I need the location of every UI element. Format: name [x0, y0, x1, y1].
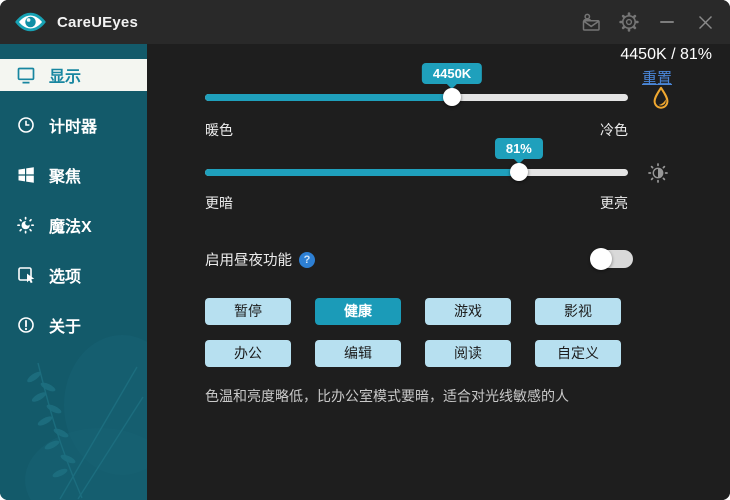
options-cursor-icon	[18, 267, 35, 284]
clock-icon	[18, 117, 34, 133]
sidebar-item-label: 聚焦	[49, 169, 82, 186]
about-icon	[18, 317, 34, 333]
sidebar-item-label: 选项	[49, 269, 82, 286]
mode-button-office[interactable]: 办公	[205, 340, 291, 367]
monitor-icon	[17, 67, 35, 84]
app-title: CareUEyes	[57, 13, 139, 31]
temperature-slider-thumb[interactable]	[443, 88, 462, 106]
mode-button-pause[interactable]: 暂停	[205, 298, 291, 325]
close-icon[interactable]	[694, 11, 716, 33]
brightness-slider-labels: 更暗 更亮	[205, 193, 628, 213]
sidebar-item-magic[interactable]: 魔法X	[0, 209, 147, 241]
sidebar-item-about[interactable]: 关于	[0, 309, 147, 341]
windows-icon	[18, 167, 34, 183]
mode-button-reading[interactable]: 阅读	[425, 340, 511, 367]
mode-button-custom[interactable]: 自定义	[535, 340, 621, 367]
sidebar-item-focus[interactable]: 聚焦	[0, 159, 147, 191]
mode-description: 色温和亮度略低，比办公室模式要暗，适合对光线敏感的人	[205, 388, 569, 404]
brightness-value-bubble: 81%	[494, 138, 543, 159]
sidebar-item-timer[interactable]: 计时器	[0, 109, 147, 141]
cold-label: 冷色	[600, 122, 628, 138]
display-panel: 4450K / 81% 重置 4450K 暖色 冷色 81%	[147, 44, 730, 500]
mode-button-health[interactable]: 健康	[315, 298, 401, 325]
day-night-row: 启用昼夜功能 ?	[205, 249, 315, 270]
sidebar-item-label: 显示	[49, 69, 82, 86]
settings-gear-icon[interactable]	[618, 11, 640, 33]
help-icon[interactable]: ?	[299, 251, 315, 268]
mode-button-movie[interactable]: 影视	[535, 298, 621, 325]
temperature-slider-fill[interactable]	[205, 94, 453, 101]
minimize-icon[interactable]	[656, 11, 678, 33]
temperature-slider-labels: 暖色 冷色	[205, 120, 628, 140]
brightness-slider-thumb[interactable]	[509, 163, 528, 181]
mode-button-edit[interactable]: 编辑	[315, 340, 401, 367]
sidebar: 显示 计时器 聚焦	[0, 44, 147, 500]
day-night-toggle[interactable]	[590, 248, 633, 270]
magic-sun-icon	[17, 216, 35, 234]
color-temperature-drop-icon	[651, 86, 671, 115]
mode-button-game[interactable]: 游戏	[425, 298, 511, 325]
toggle-knob	[590, 248, 612, 270]
sidebar-item-label: 关于	[49, 319, 82, 336]
sidebar-item-label: 计时器	[49, 119, 98, 136]
feedback-envelope-icon[interactable]	[580, 11, 602, 33]
sidebar-item-label: 魔法X	[49, 219, 92, 236]
day-night-label: 启用昼夜功能	[205, 253, 292, 269]
app-body: 显示 计时器 聚焦	[0, 44, 730, 500]
mode-buttons-grid: 暂停 健康 游戏 影视 办公 编辑 阅读 自定义	[205, 298, 621, 367]
sidebar-plant-decoration	[25, 335, 147, 500]
warm-label: 暖色	[205, 122, 233, 138]
darker-label: 更暗	[205, 195, 233, 211]
titlebar-buttons	[580, 11, 716, 33]
brightness-slider: 81%	[205, 138, 628, 184]
current-settings-readout: 4450K / 81%	[620, 46, 712, 63]
brightness-slider-fill[interactable]	[205, 169, 519, 176]
brightness-icon	[647, 162, 669, 189]
app-logo-eye-icon	[14, 10, 47, 34]
titlebar: CareUEyes	[0, 0, 730, 44]
temperature-slider: 4450K	[205, 63, 628, 109]
sidebar-item-options[interactable]: 选项	[0, 259, 147, 291]
reset-link[interactable]: 重置	[641, 70, 672, 87]
brighter-label: 更亮	[600, 195, 628, 211]
temperature-value-bubble: 4450K	[421, 63, 483, 84]
sidebar-item-display[interactable]: 显示	[0, 59, 147, 91]
